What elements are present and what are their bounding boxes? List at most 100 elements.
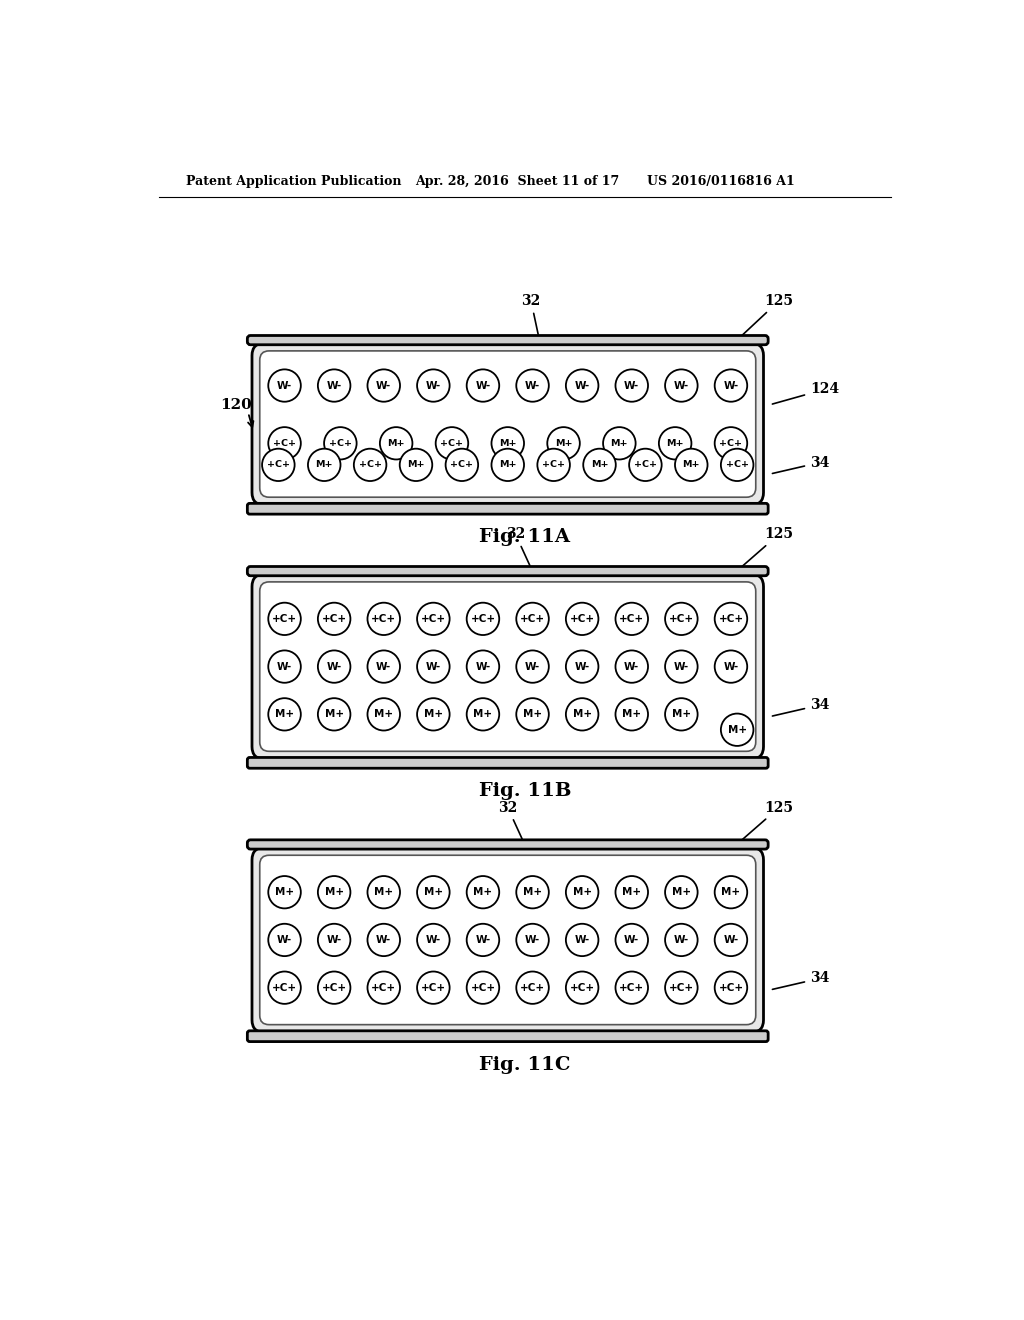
Circle shape — [615, 698, 648, 730]
Circle shape — [417, 370, 450, 401]
Text: Fig. 11C: Fig. 11C — [479, 1056, 570, 1073]
Text: W-: W- — [723, 935, 738, 945]
Text: M+: M+ — [572, 709, 592, 719]
FancyBboxPatch shape — [252, 847, 764, 1032]
Circle shape — [324, 428, 356, 459]
Text: 124: 124 — [772, 383, 839, 404]
Circle shape — [615, 603, 648, 635]
Circle shape — [615, 651, 648, 682]
Circle shape — [308, 449, 341, 480]
Text: M+: M+ — [728, 725, 746, 735]
Text: W-: W- — [327, 661, 342, 672]
Circle shape — [658, 428, 691, 459]
Text: M+: M+ — [499, 438, 516, 447]
Circle shape — [268, 370, 301, 401]
Text: W-: W- — [276, 380, 292, 391]
Circle shape — [566, 603, 598, 635]
Circle shape — [417, 603, 450, 635]
Circle shape — [665, 876, 697, 908]
FancyBboxPatch shape — [248, 1031, 768, 1041]
Text: M+: M+ — [555, 438, 572, 447]
Circle shape — [262, 449, 295, 480]
Text: M+: M+ — [623, 887, 641, 898]
Circle shape — [516, 876, 549, 908]
Circle shape — [675, 449, 708, 480]
Text: W-: W- — [276, 661, 292, 672]
Text: +C+: +C+ — [329, 438, 352, 447]
Text: W-: W- — [674, 380, 689, 391]
Circle shape — [721, 714, 754, 746]
Text: M+: M+ — [610, 438, 628, 447]
Circle shape — [603, 428, 636, 459]
Text: +C+: +C+ — [719, 982, 743, 993]
Circle shape — [417, 924, 450, 956]
Circle shape — [268, 603, 301, 635]
Circle shape — [715, 428, 748, 459]
Text: W-: W- — [426, 935, 441, 945]
Text: +C+: +C+ — [272, 614, 297, 624]
FancyBboxPatch shape — [252, 343, 764, 506]
Circle shape — [417, 972, 450, 1005]
Text: +C+: +C+ — [720, 438, 742, 447]
Circle shape — [417, 651, 450, 682]
Circle shape — [368, 603, 400, 635]
Circle shape — [547, 428, 580, 459]
Text: 32: 32 — [498, 800, 522, 840]
Text: +C+: +C+ — [322, 614, 347, 624]
Circle shape — [715, 651, 748, 682]
Text: Fig. 11A: Fig. 11A — [479, 528, 570, 546]
Circle shape — [665, 972, 697, 1005]
Text: W-: W- — [525, 661, 541, 672]
Circle shape — [467, 924, 500, 956]
Circle shape — [566, 370, 598, 401]
Text: +C+: +C+ — [669, 614, 694, 624]
Circle shape — [492, 428, 524, 459]
Circle shape — [354, 449, 386, 480]
Text: M+: M+ — [473, 709, 493, 719]
Circle shape — [467, 603, 500, 635]
Text: +C+: +C+ — [620, 614, 644, 624]
Circle shape — [467, 972, 500, 1005]
Text: W-: W- — [525, 380, 541, 391]
Circle shape — [417, 876, 450, 908]
Circle shape — [715, 972, 748, 1005]
Circle shape — [317, 651, 350, 682]
Circle shape — [268, 651, 301, 682]
Text: W-: W- — [475, 380, 490, 391]
Text: M+: M+ — [424, 887, 443, 898]
Text: +C+: +C+ — [470, 614, 496, 624]
Text: +C+: +C+ — [267, 461, 290, 470]
Circle shape — [317, 972, 350, 1005]
Text: +C+: +C+ — [470, 982, 496, 993]
Circle shape — [368, 698, 400, 730]
Circle shape — [467, 698, 500, 730]
Text: +C+: +C+ — [542, 461, 565, 470]
Circle shape — [467, 876, 500, 908]
Circle shape — [715, 924, 748, 956]
Text: W-: W- — [723, 661, 738, 672]
Circle shape — [566, 651, 598, 682]
Circle shape — [715, 370, 748, 401]
Text: 125: 125 — [742, 800, 794, 840]
Text: M+: M+ — [275, 709, 294, 719]
Circle shape — [566, 924, 598, 956]
Text: 34: 34 — [772, 455, 829, 474]
Circle shape — [566, 698, 598, 730]
Text: M+: M+ — [408, 461, 425, 470]
Text: M+: M+ — [275, 887, 294, 898]
Text: M+: M+ — [721, 887, 740, 898]
Text: M+: M+ — [499, 461, 516, 470]
Text: 34: 34 — [772, 972, 829, 990]
Text: W-: W- — [574, 935, 590, 945]
Text: +C+: +C+ — [520, 982, 545, 993]
Circle shape — [467, 370, 500, 401]
Text: +C+: +C+ — [726, 461, 749, 470]
Circle shape — [715, 876, 748, 908]
Circle shape — [268, 698, 301, 730]
Text: M+: M+ — [672, 709, 691, 719]
Text: M+: M+ — [591, 461, 608, 470]
Circle shape — [566, 876, 598, 908]
Text: Patent Application Publication: Patent Application Publication — [186, 176, 401, 187]
Text: Fig. 11B: Fig. 11B — [478, 783, 571, 800]
Circle shape — [317, 603, 350, 635]
